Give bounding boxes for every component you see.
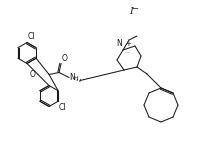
Text: H: H: [73, 75, 78, 81]
Text: N: N: [69, 72, 75, 81]
Text: O: O: [30, 70, 36, 79]
Text: ···: ···: [125, 51, 130, 56]
Text: Cl: Cl: [28, 32, 35, 41]
Text: I: I: [129, 6, 133, 15]
Text: −: −: [131, 4, 138, 14]
Text: N: N: [116, 39, 122, 48]
Text: O: O: [62, 54, 68, 63]
Text: +: +: [126, 40, 131, 46]
Text: Cl: Cl: [59, 103, 66, 112]
